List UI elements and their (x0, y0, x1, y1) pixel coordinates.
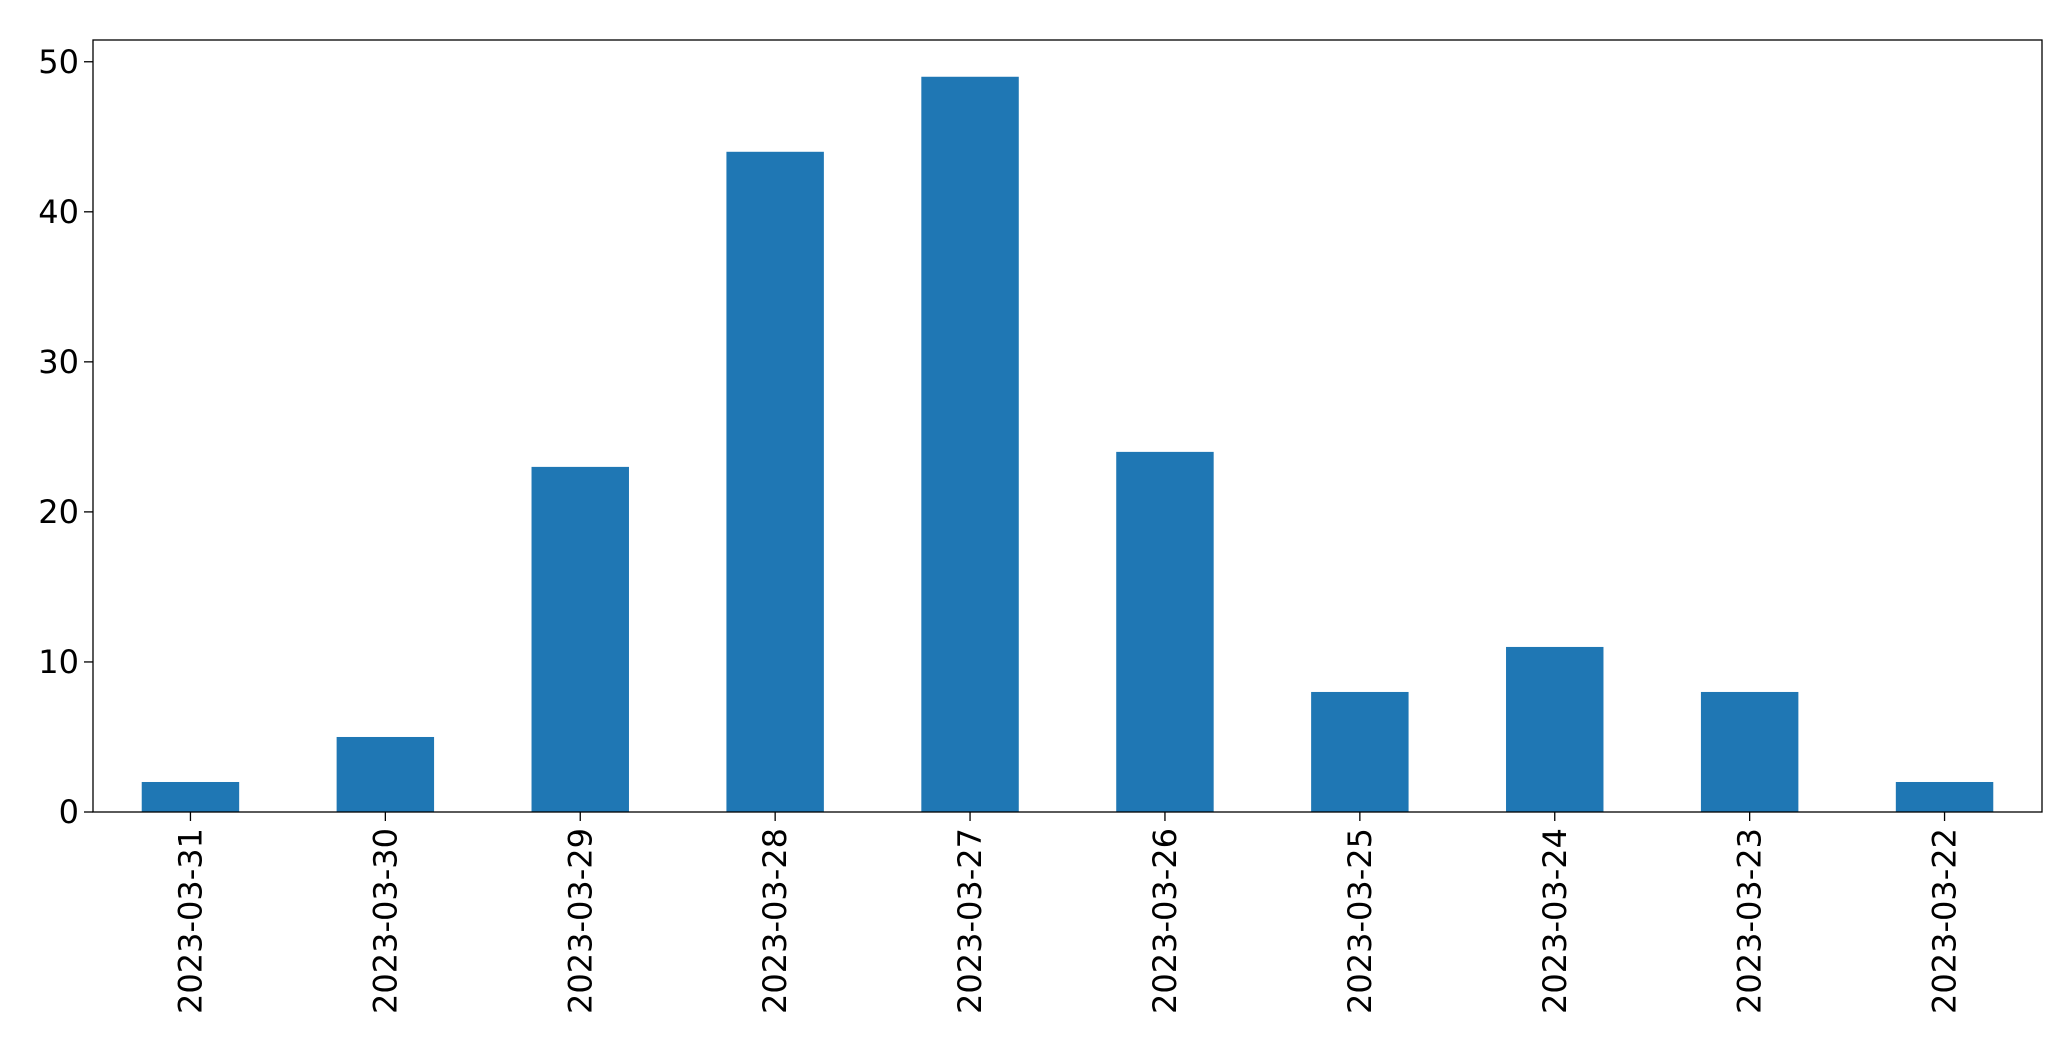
y-tick-label: 40 (38, 193, 79, 231)
bar (1895, 781, 1994, 812)
bar (1700, 691, 1799, 812)
y-tick-label: 10 (38, 643, 79, 681)
x-tick-label: 2023-03-24 (1536, 828, 1574, 1014)
y-tick-label: 50 (38, 43, 79, 81)
y-tick-label: 0 (59, 793, 79, 831)
bar (921, 76, 1019, 812)
bar (141, 781, 240, 812)
x-tick-label: 2023-03-27 (951, 828, 989, 1014)
y-tick-label: 30 (38, 343, 79, 381)
bar (531, 466, 629, 812)
bar (726, 151, 824, 812)
x-tick-label: 2023-03-22 (1926, 828, 1964, 1014)
x-tick-label: 2023-03-26 (1146, 828, 1184, 1014)
bar (1506, 646, 1604, 812)
y-tick-label: 20 (38, 493, 79, 531)
bar (336, 736, 435, 812)
x-tick-label: 2023-03-31 (171, 828, 209, 1014)
x-tick-label: 2023-03-25 (1341, 828, 1379, 1014)
bar (1116, 451, 1214, 812)
x-tick-label: 2023-03-29 (561, 828, 599, 1014)
plot-frame (92, 39, 2043, 813)
bar (1311, 691, 1409, 812)
x-tick-label: 2023-03-30 (366, 828, 404, 1014)
x-tick-label: 2023-03-28 (756, 828, 794, 1014)
x-tick-label: 2023-03-23 (1731, 828, 1769, 1014)
